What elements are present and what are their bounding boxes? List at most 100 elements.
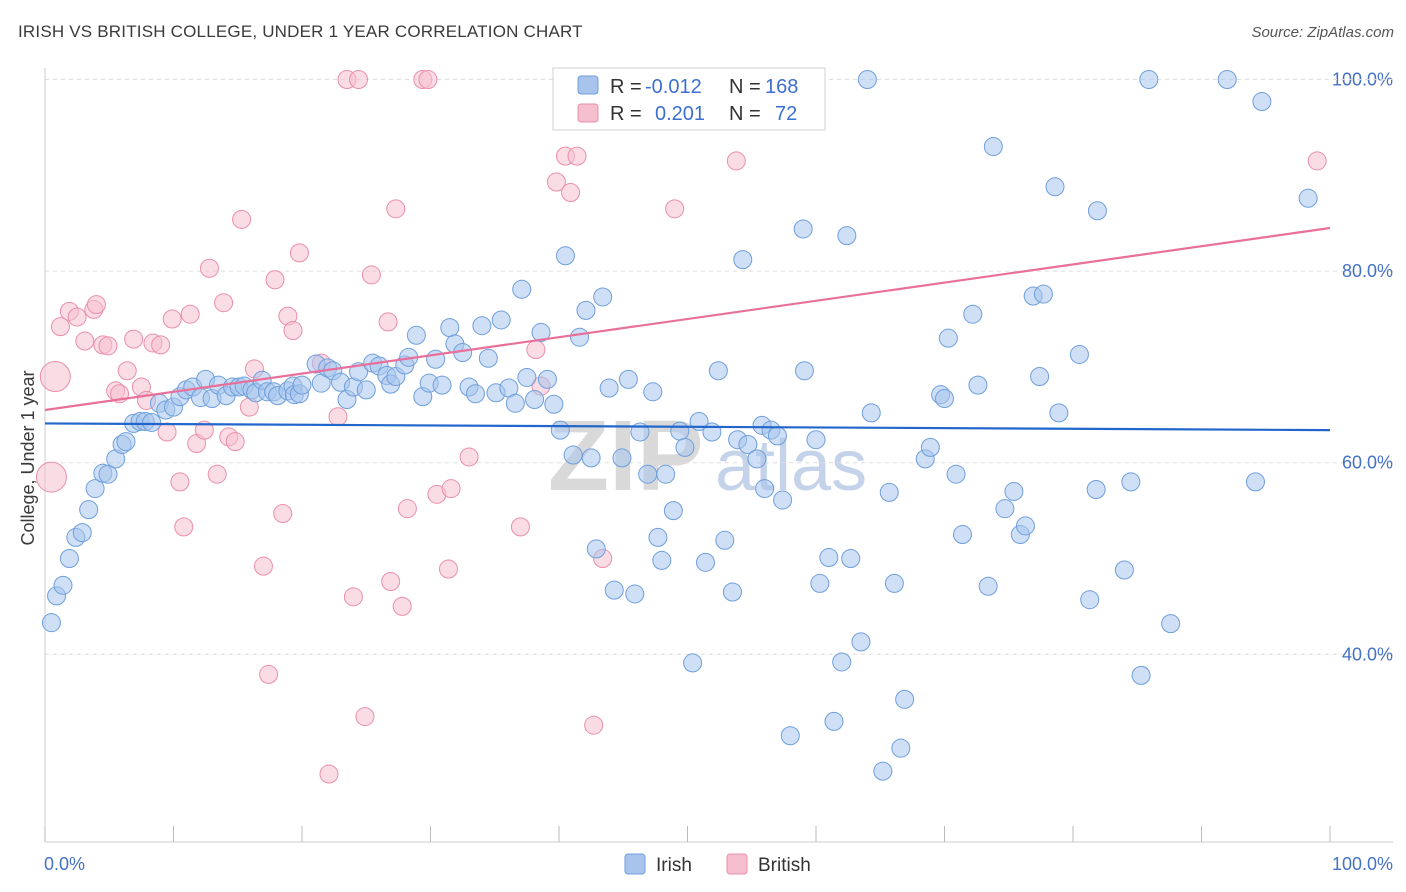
irish-point <box>884 573 904 593</box>
irish-point <box>824 711 844 731</box>
british-point <box>162 309 182 329</box>
british-point <box>418 70 438 89</box>
british-point <box>665 199 685 219</box>
legend-irish-swatch <box>577 75 599 95</box>
irish-point <box>1033 284 1053 304</box>
irish-point <box>570 327 590 347</box>
irish-point <box>1139 70 1159 89</box>
legend-british-n-label: N = <box>729 103 761 125</box>
british-point <box>726 151 746 171</box>
irish-point <box>773 490 793 510</box>
british-point <box>259 664 279 684</box>
irish-point <box>861 403 881 423</box>
british-point <box>349 70 369 89</box>
irish-point <box>85 479 105 499</box>
y-tick-label: 100.0% <box>1332 70 1393 90</box>
british-point <box>381 571 401 591</box>
irish-point <box>708 361 728 381</box>
british-point <box>438 559 458 579</box>
irish-point <box>576 300 596 320</box>
irish-point <box>440 318 460 338</box>
irish-point <box>517 367 537 387</box>
irish-point <box>625 584 645 604</box>
british-point <box>117 361 137 381</box>
irish-point <box>946 464 966 484</box>
irish-point <box>472 316 492 336</box>
british-trend-line <box>44 226 1331 412</box>
irish-point <box>755 479 775 499</box>
irish-point <box>891 738 911 758</box>
british-point <box>170 472 190 492</box>
irish-point <box>702 422 722 442</box>
irish-point <box>733 250 753 270</box>
irish-point <box>1298 188 1318 208</box>
irish-point <box>879 482 899 502</box>
irish-point <box>356 380 376 400</box>
irish-point <box>1049 403 1069 423</box>
irish-point <box>656 464 676 484</box>
british-point <box>441 479 461 499</box>
irish-point <box>738 434 758 454</box>
bottom-legend-british-swatch <box>726 853 748 875</box>
irish-point <box>1217 70 1237 89</box>
irish-point <box>406 325 426 345</box>
british-point <box>328 407 348 427</box>
irish-point <box>604 580 624 600</box>
irish-point <box>1121 472 1141 492</box>
irish-point <box>544 394 564 414</box>
irish-point <box>555 246 575 266</box>
british-point <box>50 317 70 337</box>
trend-lines <box>44 226 1331 432</box>
irish-point <box>53 575 73 595</box>
irish-point <box>1069 344 1089 364</box>
legend-irish-r-value: -0.012 <box>645 76 702 98</box>
british-point <box>98 336 118 356</box>
irish-point <box>512 279 532 299</box>
irish-point <box>920 437 940 457</box>
axes: 0.0% 100.0% <box>44 68 1393 874</box>
irish-point <box>648 527 668 547</box>
irish-point <box>563 445 583 465</box>
irish-point <box>715 530 735 550</box>
british-point <box>355 707 375 727</box>
british-point <box>35 461 67 493</box>
irish-point <box>638 464 658 484</box>
legend-british-r-value: 0.201 <box>655 103 705 125</box>
british-point <box>397 499 417 519</box>
bottom-legend-irish-label: Irish <box>656 855 692 876</box>
irish-point <box>806 430 826 450</box>
x-tick-label-min: 0.0% <box>44 854 85 874</box>
irish-point <box>98 464 118 484</box>
irish-point <box>537 369 557 389</box>
irish-point <box>618 369 638 389</box>
british-point <box>67 307 87 327</box>
british-point <box>225 432 245 452</box>
y-tick-label: 60.0% <box>1342 453 1393 473</box>
british-point <box>199 258 219 278</box>
irish-point <box>895 689 915 709</box>
irish-point <box>116 432 136 452</box>
y-tick-label: 80.0% <box>1342 261 1393 281</box>
british-point <box>567 146 587 166</box>
legend-irish-n-label: N = <box>729 76 761 98</box>
british-point <box>273 503 293 523</box>
irish-point <box>1114 560 1134 580</box>
irish-point <box>525 389 545 409</box>
irish-point <box>59 549 79 568</box>
irish-point <box>819 548 839 568</box>
irish-point <box>851 632 871 652</box>
irish-point <box>41 613 61 633</box>
irish-point <box>873 761 893 781</box>
british-point <box>157 422 177 442</box>
irish-point <box>79 500 99 520</box>
irish-point <box>1030 366 1050 386</box>
irish-point <box>978 576 998 596</box>
y-axis-label: College, Under 1 year <box>18 370 38 545</box>
british-point <box>526 340 546 360</box>
irish-point <box>780 726 800 746</box>
british-point <box>392 596 412 616</box>
irish-point <box>478 348 498 368</box>
irish-point <box>1004 481 1024 501</box>
irish-point <box>722 582 742 602</box>
british-point <box>386 199 406 219</box>
